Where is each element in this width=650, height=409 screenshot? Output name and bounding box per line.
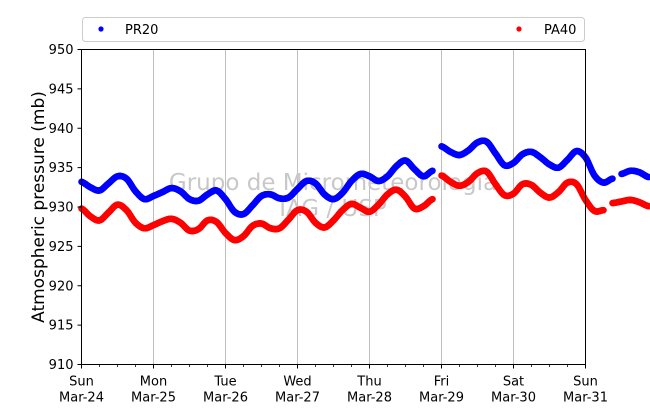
x-tick-label-date: Mar-27	[275, 391, 320, 406]
y-tick-label: 940	[49, 122, 74, 137]
x-tick-label-day: Sat	[503, 375, 524, 390]
x-tick-label-day: Fri	[434, 375, 450, 390]
data-point	[600, 206, 607, 214]
y-axis: 910 915 920 925 930 935 940 945 950	[49, 43, 82, 373]
x-tick-label-date: Mar-29	[419, 391, 464, 406]
x-tick-label-date: Mar-30	[491, 391, 536, 406]
x-tick-label-day: Tue	[213, 375, 236, 390]
series-pa40	[78, 167, 650, 244]
legend-box	[82, 17, 585, 42]
x-tick-label-date: Mar-24	[59, 391, 104, 406]
x-tick-label-date: Mar-31	[563, 391, 608, 406]
x-tick-label-date: Mar-28	[347, 391, 392, 406]
y-tick-label: 915	[49, 319, 74, 334]
y-tick-label: 945	[49, 82, 74, 97]
y-tick-label: 935	[49, 161, 74, 176]
series-pr20	[78, 137, 650, 218]
data-point	[645, 202, 650, 210]
x-tick-label-day: Sun	[69, 375, 94, 390]
x-tick-label-date: Mar-26	[203, 391, 248, 406]
data-point	[429, 167, 436, 175]
legend-label-pr20: PR20	[125, 23, 158, 38]
legend: PR20 PA40	[82, 17, 585, 42]
y-tick-label: 920	[49, 279, 74, 294]
y-tick-label: 930	[49, 201, 74, 216]
y-tick-label: 925	[49, 240, 74, 255]
data-point	[609, 175, 616, 182]
x-tick-label-date: Mar-25	[131, 391, 176, 406]
y-axis-label: Atmospheric pressure (mb)	[29, 91, 49, 323]
x-axis: SunMar-24MonMar-25TueMar-26WedMar-27ThuM…	[59, 364, 608, 406]
legend-marker-pr20	[98, 26, 104, 32]
data-point	[645, 173, 650, 181]
x-tick-label-day: Thu	[356, 375, 381, 390]
data-point	[429, 195, 436, 203]
data-series	[78, 137, 650, 244]
legend-label-pa40: PA40	[544, 23, 576, 38]
x-tick-label-day: Wed	[283, 375, 311, 390]
y-tick-label: 950	[49, 43, 74, 58]
legend-marker-pa40	[516, 26, 522, 32]
x-tick-label-day: Mon	[140, 375, 167, 390]
x-tick-label-day: Sun	[573, 375, 598, 390]
y-tick-label: 910	[49, 358, 74, 373]
